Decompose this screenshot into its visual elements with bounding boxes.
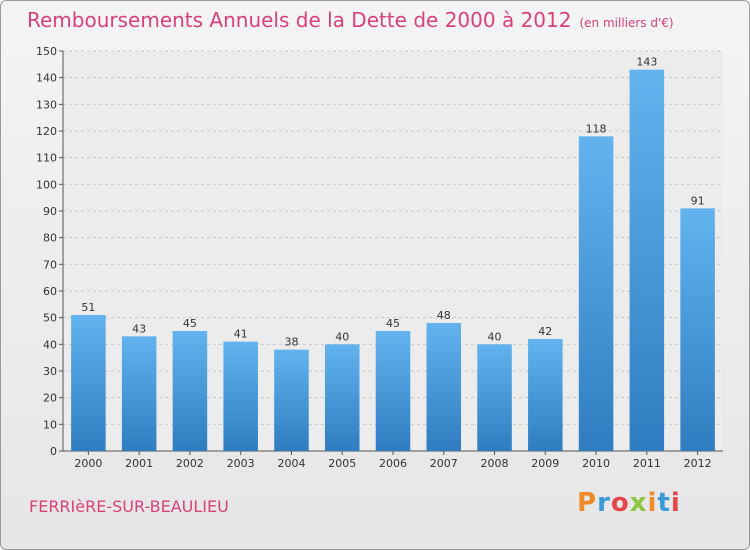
bar-2003 xyxy=(223,341,258,451)
data-label-2011: 143 xyxy=(636,56,657,69)
y-tick-label: 30 xyxy=(43,365,57,378)
chart-title: Remboursements Annuels de la Dette de 20… xyxy=(27,8,674,32)
x-tick-label-2004: 2004 xyxy=(277,457,305,470)
y-tick-label: 150 xyxy=(36,45,57,58)
bar-2009 xyxy=(528,339,563,451)
subtitle-text: (en milliers d'€) xyxy=(579,16,674,30)
y-tick-label: 70 xyxy=(43,258,57,271)
data-label-2012: 91 xyxy=(691,194,705,207)
y-tick-label: 20 xyxy=(43,392,57,405)
bar-2002 xyxy=(172,331,208,451)
data-label-2007: 48 xyxy=(437,309,451,322)
data-label-2000: 51 xyxy=(81,301,95,314)
proxiti-logo: Proxiti xyxy=(577,488,681,518)
x-tick-label-2011: 2011 xyxy=(633,457,661,470)
bar-2001 xyxy=(121,336,157,451)
x-tick-label-2010: 2010 xyxy=(582,457,610,470)
bar-2010 xyxy=(578,136,614,452)
logo-letter: t xyxy=(657,488,671,518)
x-tick-label-2012: 2012 xyxy=(684,457,712,470)
commune-name: FERRIèRE-SUR-BEAULIEU xyxy=(29,497,229,516)
data-label-2009: 42 xyxy=(538,325,552,338)
logo-letter: i xyxy=(647,488,658,518)
data-label-2001: 43 xyxy=(132,322,146,335)
y-tick-label: 140 xyxy=(36,72,57,85)
y-tick-label: 50 xyxy=(43,312,57,325)
logo-letter: P xyxy=(577,488,598,518)
bar-2008 xyxy=(477,344,512,451)
bar-2006 xyxy=(375,331,411,451)
logo-letter: x xyxy=(629,488,648,518)
bar-2005 xyxy=(324,344,360,451)
y-tick-label: 80 xyxy=(43,232,57,245)
x-tick-label-2000: 2000 xyxy=(74,457,102,470)
data-label-2005: 40 xyxy=(335,330,349,343)
y-tick-label: 120 xyxy=(36,125,57,138)
data-label-2003: 41 xyxy=(234,328,248,341)
bar-2004 xyxy=(274,349,309,451)
bar-2012 xyxy=(680,208,715,451)
y-tick-label: 0 xyxy=(50,445,57,458)
bar-2011 xyxy=(629,69,665,452)
logo-letter: o xyxy=(610,488,630,518)
bar-2000 xyxy=(71,315,106,451)
bar-2007 xyxy=(426,323,462,451)
y-tick-label: 100 xyxy=(36,178,57,191)
x-tick-label-2006: 2006 xyxy=(379,457,407,470)
y-tick-label: 110 xyxy=(36,152,57,165)
y-tick-label: 60 xyxy=(43,285,57,298)
x-tick-label-2003: 2003 xyxy=(227,457,255,470)
data-label-2006: 45 xyxy=(386,317,400,330)
data-label-2002: 45 xyxy=(183,317,197,330)
x-tick-label-2008: 2008 xyxy=(481,457,509,470)
logo-letter: i xyxy=(670,488,681,518)
x-tick-label-2005: 2005 xyxy=(328,457,356,470)
x-tick-label-2007: 2007 xyxy=(430,457,458,470)
x-tick-label-2001: 2001 xyxy=(125,457,153,470)
x-tick-label-2009: 2009 xyxy=(531,457,559,470)
logo-letter: r xyxy=(597,488,611,518)
x-tick-label-2002: 2002 xyxy=(176,457,204,470)
data-label-2004: 38 xyxy=(284,336,298,349)
data-label-2008: 40 xyxy=(488,330,502,343)
y-tick-label: 40 xyxy=(43,338,57,351)
y-tick-label: 130 xyxy=(36,98,57,111)
y-tick-label: 90 xyxy=(43,205,57,218)
title-text: Remboursements Annuels de la Dette de 20… xyxy=(27,8,572,32)
data-label-2010: 118 xyxy=(586,122,607,135)
y-tick-label: 10 xyxy=(43,418,57,431)
